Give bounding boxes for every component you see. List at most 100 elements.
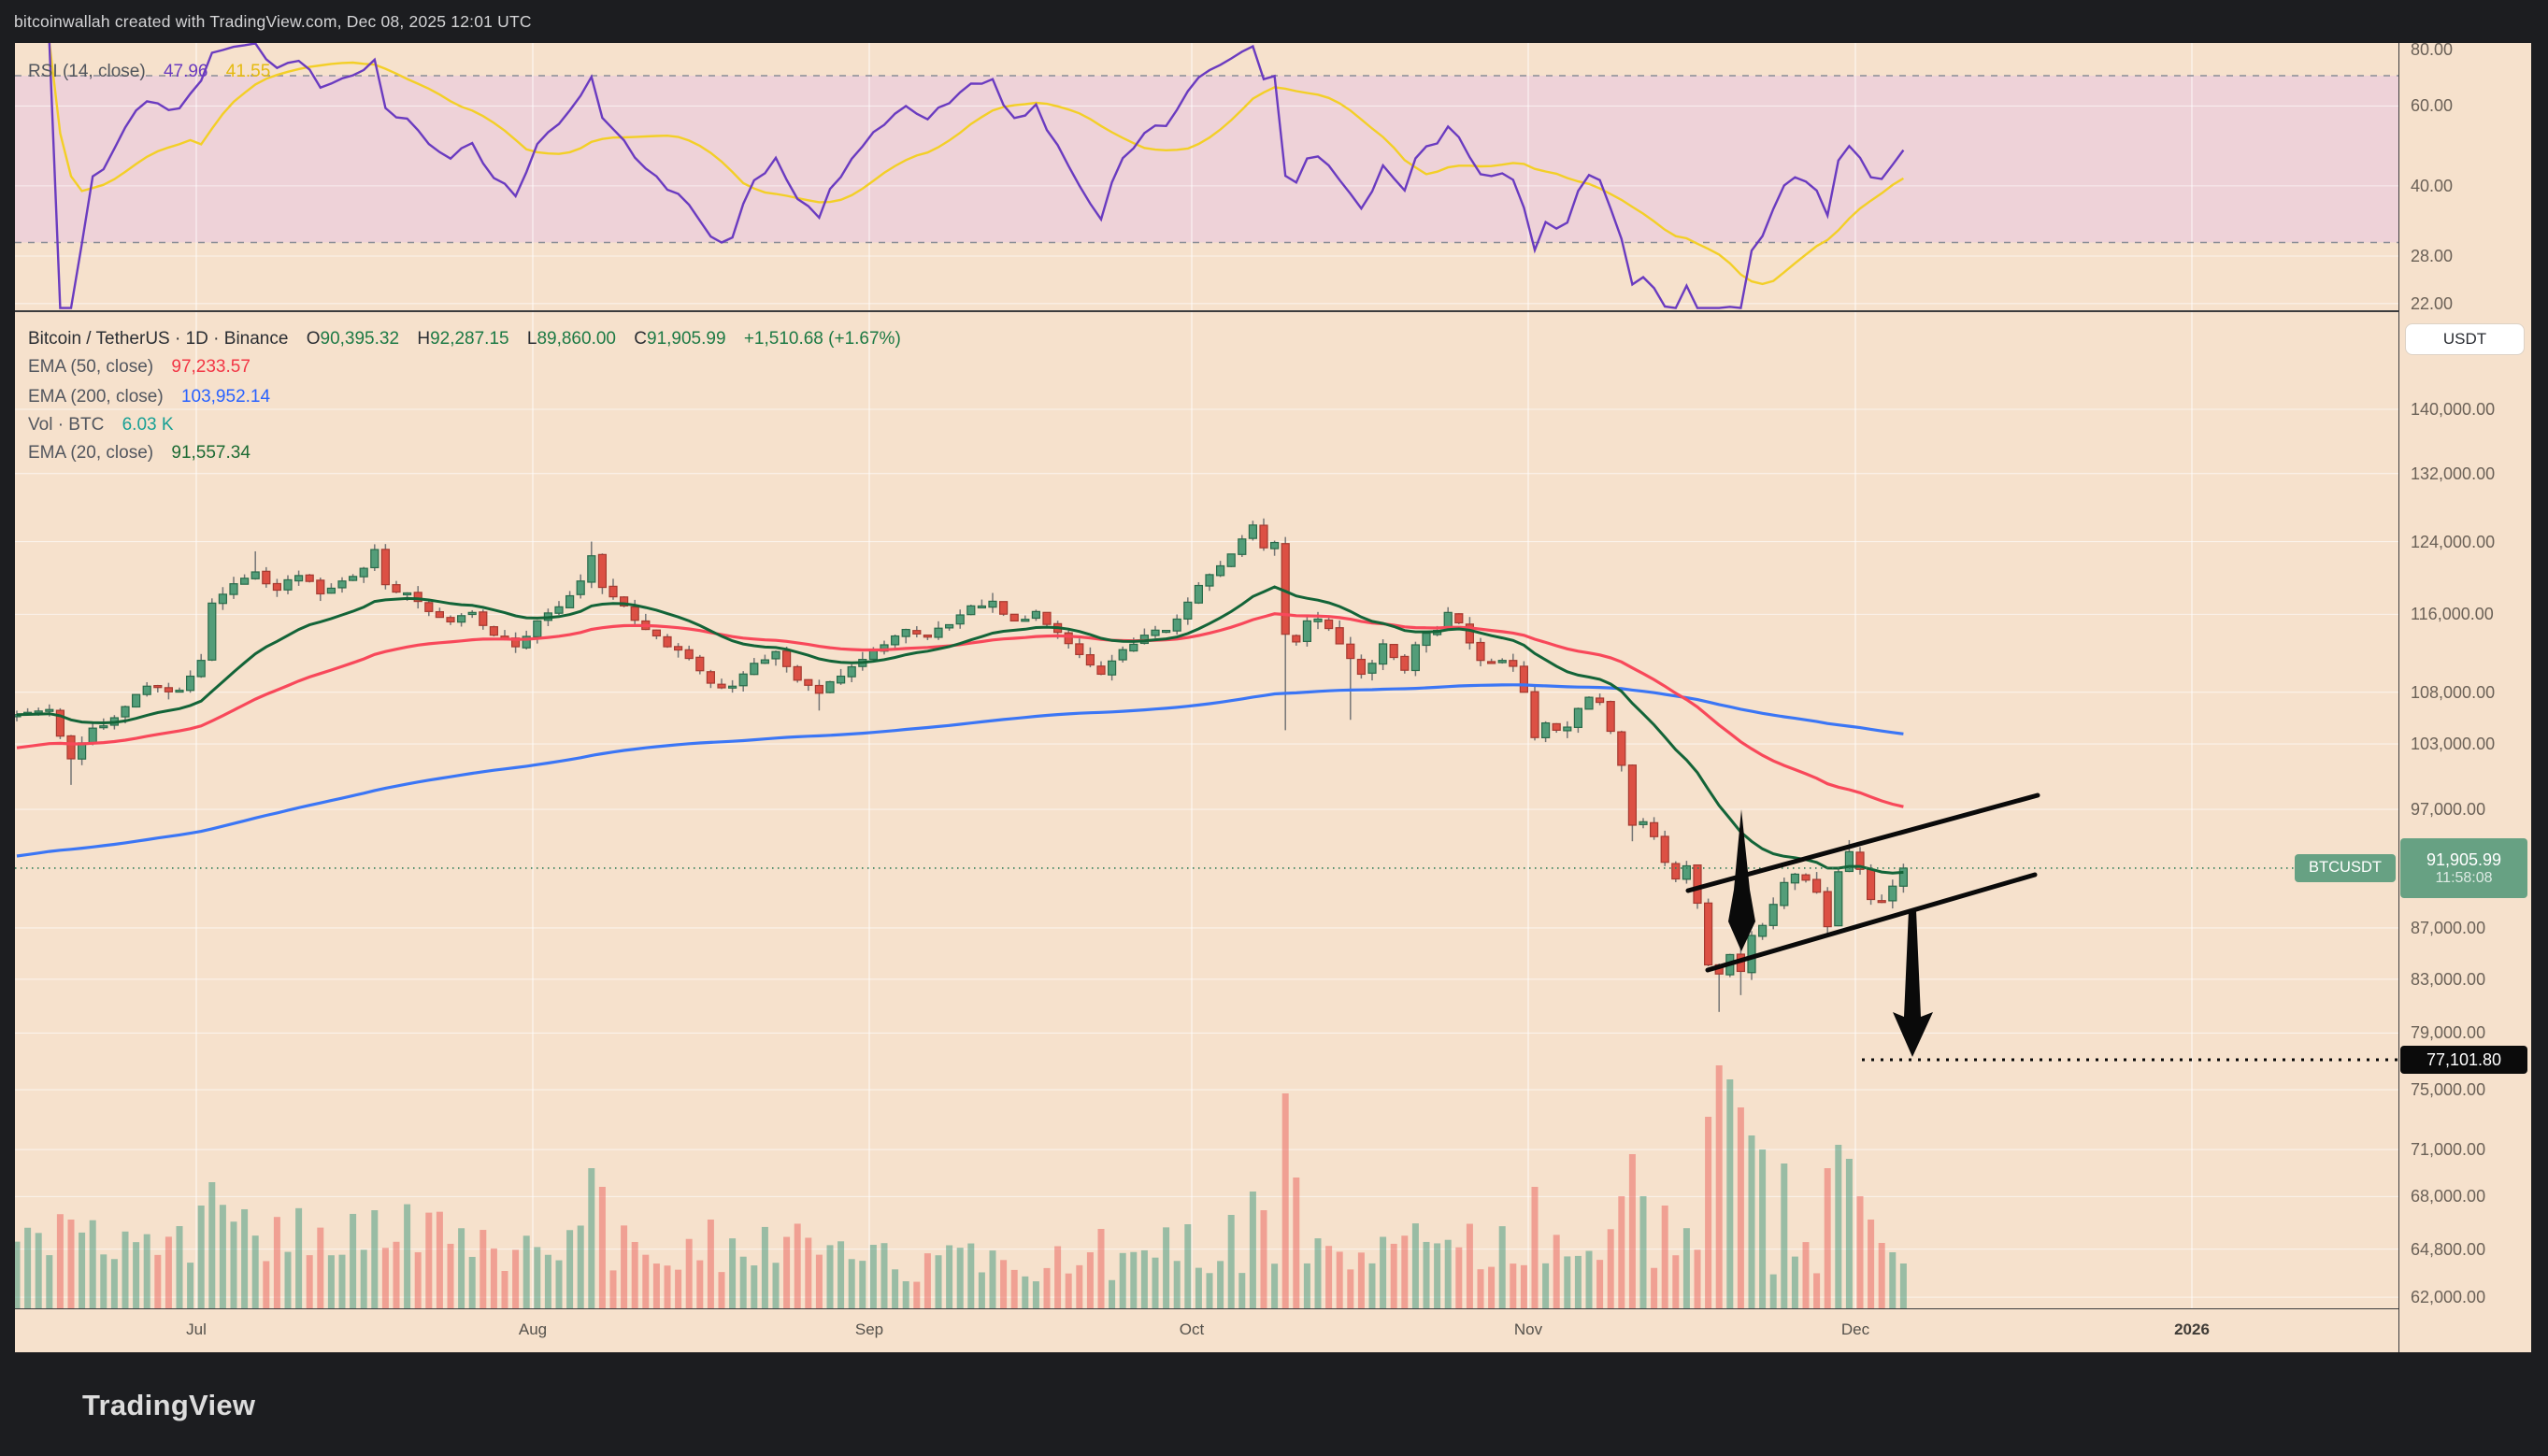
candle-down (1866, 868, 1876, 901)
volume-bar (664, 1265, 671, 1308)
volume-bar (1054, 1246, 1062, 1308)
volume-bar (208, 1182, 216, 1308)
volume-bar (230, 1221, 237, 1308)
volume-bar (1249, 1192, 1256, 1308)
candle-up (1790, 873, 1800, 884)
volume-bar (1824, 1168, 1831, 1308)
volume-bar (989, 1250, 996, 1308)
candle-down (1335, 627, 1344, 645)
candle-down (1627, 764, 1638, 826)
price-axis-label: 22.00 (2411, 293, 2454, 313)
price-axis-label: 103,000.00 (2411, 735, 2496, 754)
price-axis-label: 64,800.00 (2411, 1239, 2486, 1259)
candle-up (1151, 629, 1160, 636)
candle-up (467, 611, 477, 616)
volume-bar (468, 1256, 476, 1308)
volume-bar (1130, 1251, 1138, 1308)
volume-bar (1357, 1252, 1365, 1308)
header-title: bitcoinwallah created with TradingView.c… (14, 11, 532, 31)
symbol-price-flag: BTCUSDT (2295, 853, 2396, 882)
volume-bar (1477, 1269, 1484, 1308)
volume-bar (1271, 1263, 1279, 1308)
ema20-legend-row[interactable]: EMA (20, close) 91,557.34 (28, 443, 251, 464)
candle-down (66, 735, 76, 760)
currency-button[interactable]: USDT (2405, 323, 2525, 355)
candle-up (1118, 649, 1127, 661)
candle-up (1682, 864, 1692, 880)
candle-down (781, 650, 792, 667)
ema200-legend-row[interactable]: EMA (200, close) 103,952.14 (28, 387, 270, 407)
candle-up (1021, 619, 1030, 622)
volume-bar (350, 1213, 357, 1308)
candle-down (1671, 863, 1681, 880)
volume-legend-row[interactable]: Vol · BTC 6.03 K (28, 415, 174, 435)
last-price-tag: 91,905.99 11:58:08 (2400, 837, 2527, 898)
rsi-band (15, 76, 2398, 243)
volume-bar (512, 1249, 520, 1308)
price-axis-label: 62,000.00 (2411, 1288, 2486, 1307)
last-price-value: 91,905.99 (2426, 849, 2502, 869)
volume-bar (837, 1241, 845, 1308)
volume-bar (414, 1251, 422, 1308)
volume-bar (1423, 1241, 1430, 1308)
volume-bar (935, 1255, 942, 1308)
volume-bar (480, 1230, 487, 1308)
candle-down (1519, 665, 1529, 693)
candle-down (1259, 524, 1268, 549)
volume-bar (1195, 1267, 1202, 1308)
candle-down (1096, 665, 1106, 676)
volume-bar (555, 1260, 563, 1308)
volume-bar (1878, 1243, 1885, 1308)
candle-down (272, 582, 281, 592)
volume-bar (685, 1238, 693, 1308)
price-axis[interactable]: USDT 91,905.99 11:58:08 77,101.80 80.00 6… (2398, 40, 2531, 1352)
rsi-legend[interactable]: RSI (14, close) 47.96 41.55 (28, 62, 270, 82)
tradingview-brand-text[interactable]: TradingView (82, 1389, 256, 1421)
volume-bar (327, 1255, 335, 1308)
volume-bar (187, 1263, 194, 1308)
price-axis-label: 97,000.00 (2411, 800, 2486, 820)
candle-up (1497, 660, 1507, 664)
candle-up (208, 602, 217, 661)
candle-up (1302, 620, 1312, 643)
time-axis-label: Nov (1513, 1320, 1543, 1338)
volume-bar (110, 1259, 118, 1308)
candle-up (966, 605, 976, 616)
volume-bar (848, 1259, 855, 1308)
volume-bar (1303, 1263, 1310, 1308)
volume-bar (1845, 1159, 1853, 1308)
volume-bar (24, 1227, 32, 1308)
rsi-ma-line (48, 43, 1905, 286)
ema50-legend-row[interactable]: EMA (50, close) 97,233.57 (28, 357, 251, 378)
symbol-title: Bitcoin / TetherUS · 1D · Binance (28, 329, 289, 349)
volume-label: Vol · BTC (28, 415, 105, 435)
candle-up (1584, 696, 1594, 710)
volume-bar (566, 1230, 574, 1308)
countdown-timer: 11:58:08 (2435, 869, 2493, 886)
time-axis[interactable]: Jul Aug Sep Oct Nov Dec 2026 (15, 1308, 2398, 1352)
candle-down (305, 574, 314, 582)
volume-bar (923, 1253, 931, 1308)
candle-down (446, 617, 455, 623)
volume-bar (1781, 1163, 1788, 1308)
chart-canvas[interactable] (15, 43, 2398, 1352)
volume-bar (1639, 1196, 1647, 1308)
time-axis-label: Aug (518, 1320, 548, 1338)
price-axis-label: 116,000.00 (2411, 605, 2494, 624)
candle-up (750, 663, 759, 676)
candle-down (1530, 691, 1539, 738)
ema50-label: EMA (50, close) (28, 357, 154, 377)
candle-up (359, 567, 368, 578)
ema50-value: 97,233.57 (171, 357, 251, 377)
symbol-legend-row[interactable]: Bitcoin / TetherUS · 1D · Binance O90,39… (28, 329, 901, 350)
volume-bar (1694, 1249, 1701, 1308)
time-axis-label: Oct (1179, 1320, 1205, 1338)
volume-bar (1542, 1263, 1550, 1308)
candle-up (1215, 564, 1225, 577)
volume-bar (1434, 1243, 1441, 1308)
volume-bar (902, 1281, 909, 1308)
volume-bar (404, 1204, 411, 1308)
candle-up (1269, 541, 1280, 550)
candle-up (1107, 660, 1117, 676)
candle-down (1703, 902, 1713, 966)
